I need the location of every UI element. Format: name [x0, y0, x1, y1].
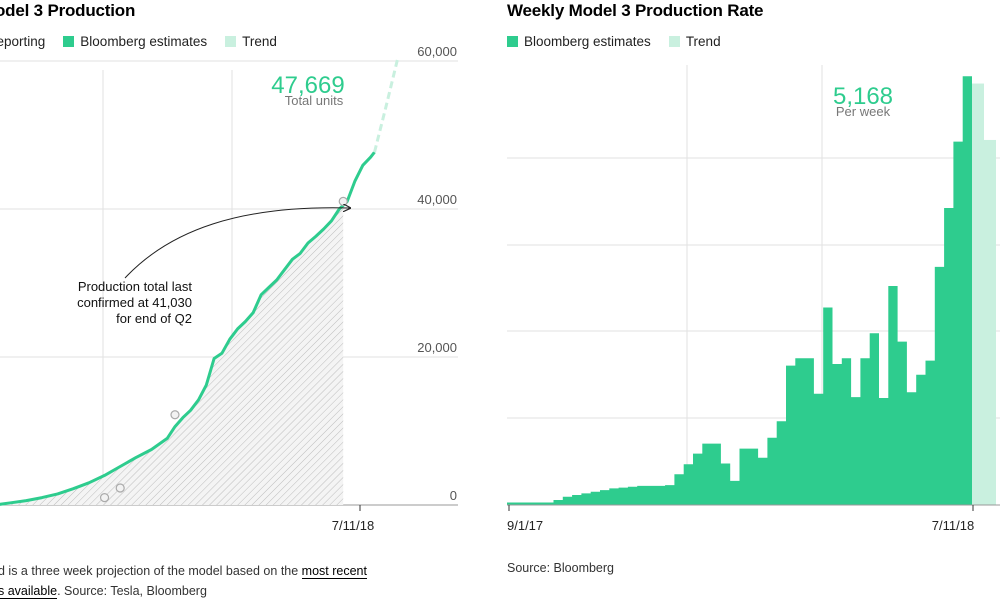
confirmed-point	[115, 483, 125, 493]
bloomberg-swatch-icon	[507, 36, 518, 47]
footnote-text-2: . Source: Tesla, Bloomberg	[57, 584, 207, 598]
per-week-caption: Per week	[836, 104, 891, 119]
most-recent-link[interactable]: most recent	[301, 564, 367, 579]
annotation-line-3: for end of Q2	[116, 311, 192, 326]
left-axes: 0 20,000 40,000 60,000 7/11/18	[332, 44, 457, 533]
legend-item-bloomberg: Bloomberg estimates	[507, 34, 651, 49]
annotation-line-2: confirmed at 41,030	[77, 295, 192, 310]
legend-item-trend: Trend	[668, 34, 721, 49]
weekly-bars	[507, 76, 996, 506]
annotation-arrow	[124, 208, 350, 279]
trend-dashed-line	[373, 56, 400, 153]
right-source: Source: Bloomberg	[507, 561, 615, 575]
x-tick-label: 7/11/18	[932, 518, 974, 533]
right-chart-legend: Bloomberg estimates Trend	[507, 34, 739, 49]
confirmed-point	[338, 196, 348, 206]
trend-bar	[972, 83, 984, 505]
total-units-value: 47,669	[271, 72, 344, 99]
trend-swatch-icon	[225, 36, 237, 47]
right-axes: 9/1/17 7/11/18	[507, 504, 1000, 533]
trend-swatch-icon	[668, 36, 680, 47]
legend-label-bloomberg: Bloomberg estimates	[524, 34, 651, 49]
legend-item-trend: Trend	[225, 34, 277, 49]
right-chart-title: Weekly Model 3 Production Rate	[507, 1, 764, 20]
weekly-bars-area	[507, 76, 972, 505]
annotation-line-1: Production total last	[78, 279, 193, 294]
x-tick-label: 9/1/17	[507, 518, 543, 533]
legend-label-reporting: reporting	[0, 34, 46, 49]
weekly-production-chart: 9/1/17 7/11/18 5,168 Per week	[507, 65, 1000, 533]
legend-item-reporting: reporting	[0, 34, 45, 49]
y-tick-label: 40,000	[417, 192, 457, 207]
legend-label-bloomberg: Bloomberg estimates	[80, 34, 208, 49]
left-chart-legend: reporting Bloomberg estimates Trend	[0, 34, 295, 49]
legend-label-trend: Trend	[685, 34, 721, 49]
total-units-caption: Total units	[285, 93, 344, 108]
y-tick-label: 0	[450, 488, 457, 503]
confirmed-points	[99, 196, 348, 503]
trend-bar	[984, 139, 996, 506]
confirmed-point	[170, 410, 180, 420]
bloomberg-swatch-icon	[63, 36, 75, 47]
cumulative-production-chart: 0 20,000 40,000 60,000 7/11/18 47,669 Total …	[0, 44, 458, 533]
legend-item-bloomberg: Bloomberg estimates	[63, 34, 207, 49]
legend-label-trend: Trend	[242, 34, 277, 49]
per-week-value: 5,168	[833, 83, 893, 110]
available-link[interactable]: s available	[0, 584, 58, 599]
bloomberg-estimate-line	[0, 151, 376, 506]
y-tick-label: 60,000	[417, 44, 457, 59]
footnote-text-1: d is a three week projection of the mode…	[0, 564, 302, 578]
reporting-hatched-area	[0, 201, 344, 505]
y-tick-label: 20,000	[417, 340, 457, 355]
left-chart-title: odel 3 Production	[0, 1, 136, 20]
x-tick-label: 7/11/18	[332, 518, 374, 533]
confirmed-point	[99, 493, 110, 503]
left-footnote: d is a three week projection of the mode…	[0, 561, 418, 601]
